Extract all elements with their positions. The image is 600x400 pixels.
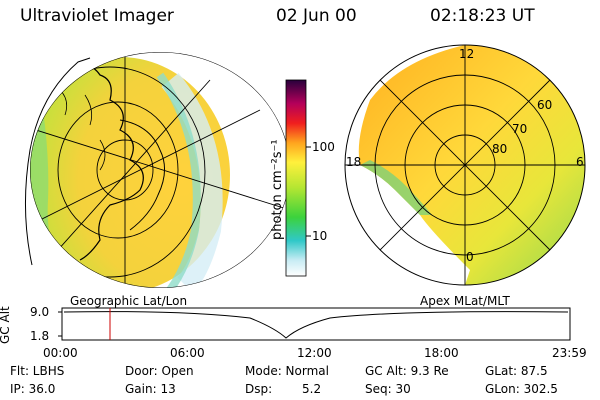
colorbar-unit-label: photon cm⁻²s⁻¹ xyxy=(270,139,285,240)
mlt-label-12: 12 xyxy=(459,47,475,61)
info-glon: GLon: 302.5 xyxy=(485,382,558,396)
info-gc-alt: GC Alt: 9.3 Re xyxy=(365,364,449,378)
colorbar xyxy=(285,79,311,277)
altitude-xtick-0600: 06:00 xyxy=(170,346,205,360)
info-gain: Gain: 13 xyxy=(125,382,176,396)
altitude-ytick-low: 1.8 xyxy=(30,329,50,343)
info-door: Door: Open xyxy=(125,364,194,378)
info-mode: Mode: Normal xyxy=(245,364,329,378)
geographic-image xyxy=(24,52,290,288)
mlt-label-18: 18 xyxy=(346,155,362,169)
colorbar-tick-100: 100 xyxy=(312,140,335,154)
altitude-xtick-0000: 00:00 xyxy=(43,346,78,360)
info-glat: GLat: 87.5 xyxy=(485,364,548,378)
info-dsp: Dsp: xyxy=(245,382,273,396)
altitude-ytick-high: 9.0 xyxy=(30,305,50,319)
colorbar-tick-10: 10 xyxy=(312,229,328,243)
mlt-label-6: 6 xyxy=(576,155,584,169)
info-dsp-value: 5.2 xyxy=(302,382,322,396)
altitude-xtick-1200: 12:00 xyxy=(297,346,332,360)
left-panel-caption: Geographic Lat/Lon xyxy=(70,294,188,308)
altitude-ylabel: GC Alt xyxy=(0,306,12,344)
image-time: 02:18:23 UT xyxy=(430,6,535,26)
info-filter: Flt: LBHS xyxy=(10,364,65,378)
mlat-label-80: 80 xyxy=(492,142,508,156)
image-date: 02 Jun 00 xyxy=(276,6,357,26)
altitude-xtick-2359: 23:59 xyxy=(552,346,587,360)
info-seq: Seq: 30 xyxy=(365,382,411,396)
right-panel-caption: Apex MLat/MLT xyxy=(420,294,510,308)
mlat-label-70: 70 xyxy=(512,122,528,136)
info-ip: IP: 36.0 xyxy=(10,382,56,396)
altitude-plot xyxy=(58,307,571,341)
polar-image xyxy=(344,44,586,286)
instrument-title: Ultraviolet Imager xyxy=(20,6,174,26)
mlat-label-60: 60 xyxy=(537,98,553,112)
altitude-xtick-1800: 18:00 xyxy=(424,346,459,360)
mlt-label-0: 0 xyxy=(466,250,474,264)
